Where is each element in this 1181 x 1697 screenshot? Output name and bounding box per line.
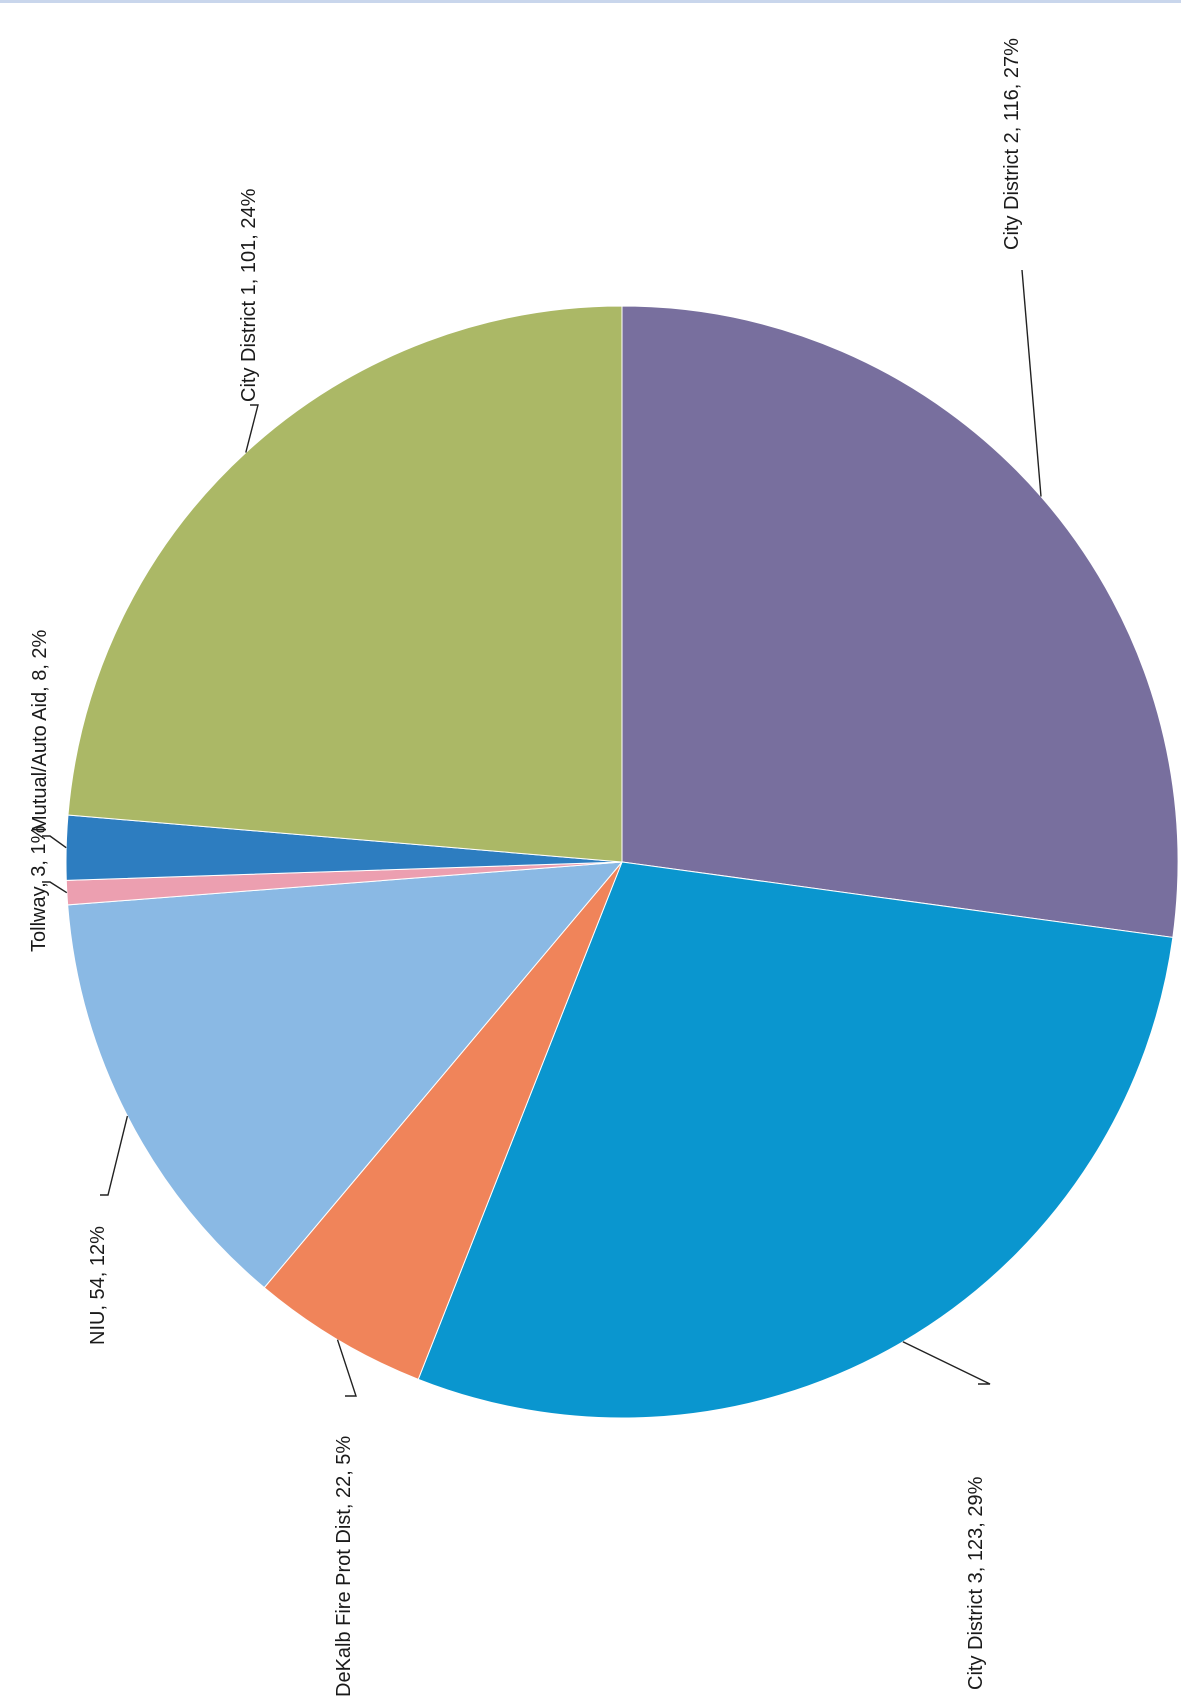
leader-line-mutual-auto-aid [42, 835, 67, 849]
leader-lines [42, 269, 1042, 1397]
label-city-district-3: City District 3, 123, 29% [965, 1476, 987, 1690]
label-city-district-1: City District 1, 101, 24% [238, 188, 260, 402]
scan-edge-line [0, 0, 1181, 3]
label-city-district-2: City District 2, 116, 27% [1001, 38, 1023, 250]
leader-line-city-district-1 [245, 404, 259, 453]
label-mutual-auto-aid: Mutual/Auto Aid, 8, 2% [29, 629, 51, 832]
leader-line-tollway [42, 881, 68, 894]
pie-slice-niu [67, 861, 624, 1289]
label-dekalb-fire-prot-dist: DeKalb Fire Prot Dist, 22, 5% [333, 1436, 355, 1697]
leader-line-dekalb-fire-prot-dist [336, 1339, 357, 1397]
label-tollway: Tollway, 3, 1% [28, 825, 50, 952]
leader-line-niu [100, 1115, 129, 1196]
label-niu: NIU, 54, 12% [87, 1226, 109, 1345]
pie-slice-city-district-1 [67, 305, 623, 863]
leader-line-city-district-2 [1021, 269, 1042, 497]
pie-slices [65, 305, 1179, 1419]
slice-labels: City District 2, 116, 27% City District … [28, 38, 1023, 1697]
leader-line-city-district-3 [902, 1341, 991, 1385]
pie-slice-city-district-2 [621, 305, 1179, 939]
